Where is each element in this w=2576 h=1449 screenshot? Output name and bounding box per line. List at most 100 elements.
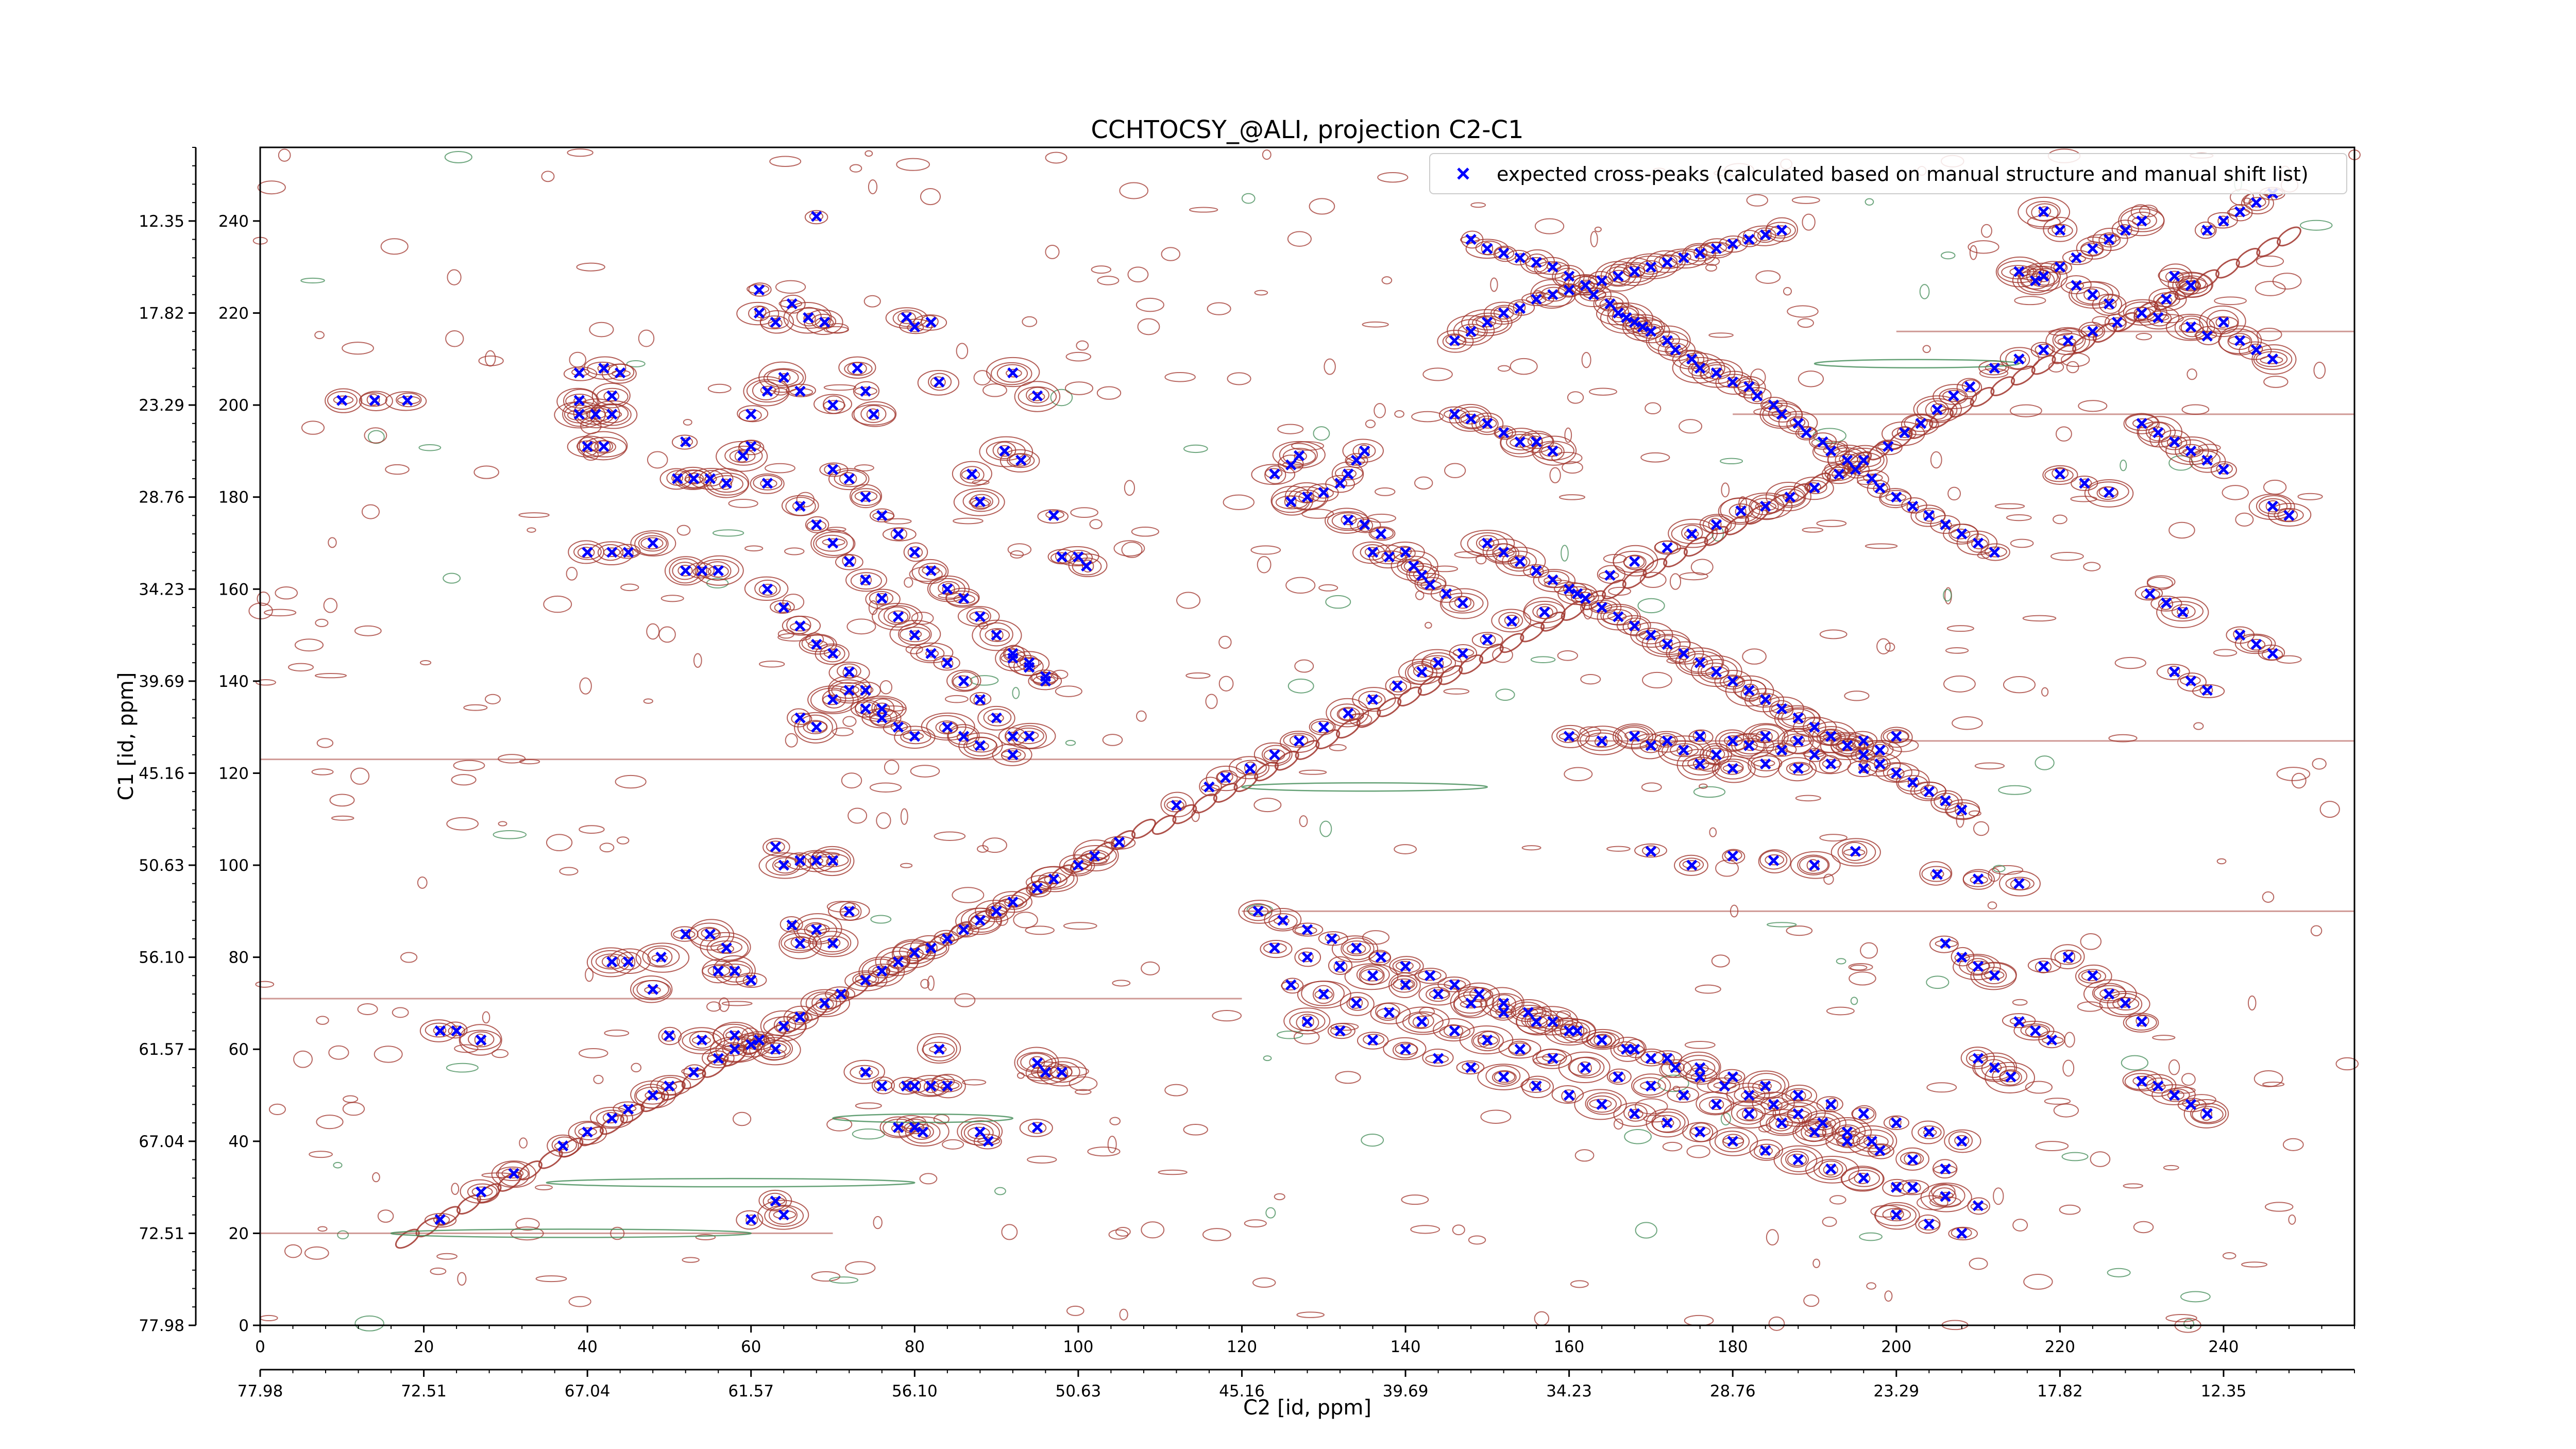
cross-peak-marker <box>1326 933 1337 945</box>
peak-contour <box>1742 1107 1758 1121</box>
peak-contour <box>2092 227 2128 251</box>
noise-contour <box>1836 958 1846 965</box>
cross-peak-marker <box>1923 1218 1935 1230</box>
noise-contour <box>1844 690 1870 701</box>
cross-peak-marker <box>1563 284 1575 296</box>
noise-contour <box>2262 1082 2285 1087</box>
peak-contour <box>1992 1066 2028 1087</box>
peak-contour <box>1660 1059 1692 1078</box>
noise-contour <box>329 794 355 807</box>
peak-contour <box>2248 494 2295 520</box>
peak-contour <box>1311 720 1334 733</box>
peak-contour <box>1639 739 1662 753</box>
peak-contour <box>1737 378 1760 396</box>
peak-contour <box>1790 735 1805 745</box>
cross-peak-marker <box>786 919 798 931</box>
peak-contour <box>852 972 879 987</box>
noise-contour <box>920 188 941 206</box>
noise-contour <box>1590 231 1598 247</box>
cross-peak-marker <box>2218 316 2229 328</box>
peak-contour <box>2148 426 2165 437</box>
peak-contour <box>1682 754 1720 776</box>
cross-peak-marker <box>966 468 978 480</box>
cross-peak-marker <box>1596 275 1607 287</box>
noise-contour <box>905 644 923 654</box>
peak-contour <box>2083 288 2100 301</box>
cross-peak-marker <box>1670 344 1681 356</box>
noise-contour <box>826 901 856 913</box>
peak-contour <box>792 501 805 511</box>
peak-contour <box>1430 585 1463 603</box>
cross-peak-marker <box>1613 1071 1624 1083</box>
noise-contour <box>1767 922 1797 928</box>
diagonal-contour <box>1908 419 1934 439</box>
peak-contour <box>1742 683 1759 697</box>
peak-contour <box>1462 1062 1480 1072</box>
noise-contour <box>646 623 660 640</box>
cross-peak-marker <box>778 602 789 613</box>
cross-peak-marker <box>2062 335 2074 346</box>
cross-peak-marker <box>680 929 691 940</box>
peak-contour <box>1533 569 1576 593</box>
noise-contour <box>2066 361 2079 374</box>
peak-contour <box>1823 446 1840 455</box>
peak-contour <box>1561 1089 1576 1103</box>
cross-peak-marker <box>622 1103 634 1115</box>
peak-contour <box>1751 390 1763 402</box>
cross-peak-marker <box>1989 1062 2001 1073</box>
peak-contour <box>1294 451 1307 461</box>
peak-contour <box>1785 1151 1809 1168</box>
cross-peak-marker <box>942 1080 953 1092</box>
noise-contour <box>1943 675 1976 693</box>
peak-contour <box>2065 281 2084 290</box>
peak-contour <box>979 622 1013 647</box>
noise-contour <box>515 1218 540 1231</box>
cross-peak-marker <box>1694 362 1706 374</box>
cross-peak-marker <box>1473 988 1485 1000</box>
peak-contour <box>956 732 969 742</box>
cross-peak-marker <box>794 620 806 632</box>
peak-contour <box>673 930 696 939</box>
noise-contour <box>911 612 934 625</box>
cross-peak-marker <box>794 385 806 397</box>
cross-peak-marker <box>1563 1025 1575 1037</box>
peak-contour <box>1923 509 1935 522</box>
peak-contour <box>2182 1099 2200 1108</box>
noise-contour <box>1410 1225 1440 1234</box>
peak-contour <box>2156 664 2190 680</box>
noise-contour <box>2216 858 2227 865</box>
noise-contour <box>2035 755 2055 770</box>
peak-contour <box>1443 1024 1464 1037</box>
peak-contour <box>992 891 1032 913</box>
peak-contour <box>1758 849 1791 873</box>
peak-contour <box>1935 939 1958 948</box>
peak-contour <box>1948 1131 1973 1150</box>
noise-contour <box>2163 1165 2179 1171</box>
noise-contour <box>1318 584 1338 592</box>
cross-peak-marker <box>2267 500 2278 512</box>
noise-contour <box>829 1276 859 1284</box>
peak-contour <box>1731 733 1765 757</box>
peak-contour <box>2132 216 2151 226</box>
peak-contour <box>1966 1050 1988 1067</box>
noise-contour <box>2080 933 2102 950</box>
peak-contour <box>806 520 827 531</box>
peak-contour <box>1956 378 1982 397</box>
noise-contour <box>2291 772 2307 789</box>
diagonal-contour <box>1356 707 1381 728</box>
peak-contour <box>1627 620 1641 631</box>
cross-peak-marker <box>1432 988 1444 1000</box>
peak-contour <box>2017 268 2055 293</box>
cross-peak-marker <box>958 593 970 604</box>
peak-contour <box>917 1033 961 1064</box>
peak-contour <box>1944 1129 1981 1153</box>
peak-contour <box>2098 294 2123 314</box>
noise-contour <box>2053 1103 2079 1118</box>
noise-contour <box>374 1046 403 1063</box>
cross-peak-marker <box>745 409 757 420</box>
peak-contour <box>1065 549 1093 566</box>
peak-contour <box>2005 349 2030 369</box>
peak-contour <box>748 305 770 322</box>
y-ppm-tick-label: 67.04 <box>139 1133 184 1151</box>
